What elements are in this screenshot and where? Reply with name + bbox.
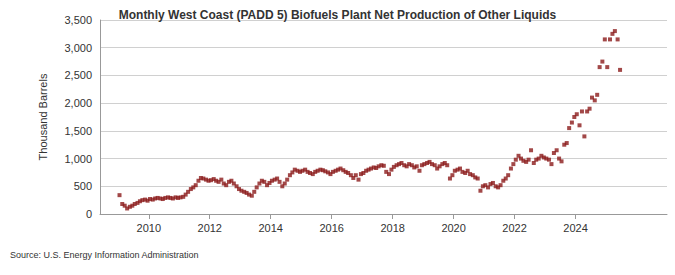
svg-text:2018: 2018 bbox=[380, 222, 404, 234]
svg-text:1,000: 1,000 bbox=[64, 153, 92, 165]
svg-text:2022: 2022 bbox=[502, 222, 526, 234]
svg-text:2,000: 2,000 bbox=[64, 97, 92, 109]
svg-text:2,500: 2,500 bbox=[64, 69, 92, 81]
svg-text:3,000: 3,000 bbox=[64, 42, 92, 54]
svg-text:Monthly West Coast (PADD 5) Bi: Monthly West Coast (PADD 5) Biofuels Pla… bbox=[119, 8, 557, 22]
svg-text:2024: 2024 bbox=[563, 222, 587, 234]
svg-text:2016: 2016 bbox=[319, 222, 343, 234]
svg-text:1,500: 1,500 bbox=[64, 125, 92, 137]
svg-text:2020: 2020 bbox=[441, 222, 465, 234]
svg-text:Source: U.S. Energy Informatio: Source: U.S. Energy Information Administ… bbox=[10, 250, 199, 260]
svg-text:2012: 2012 bbox=[197, 222, 221, 234]
svg-text:0: 0 bbox=[86, 208, 92, 220]
svg-text:2010: 2010 bbox=[137, 222, 161, 234]
svg-text:500: 500 bbox=[74, 180, 92, 192]
svg-text:2014: 2014 bbox=[258, 222, 282, 234]
svg-text:3,500: 3,500 bbox=[64, 14, 92, 26]
svg-text:Thousand Barrels: Thousand Barrels bbox=[37, 73, 49, 160]
